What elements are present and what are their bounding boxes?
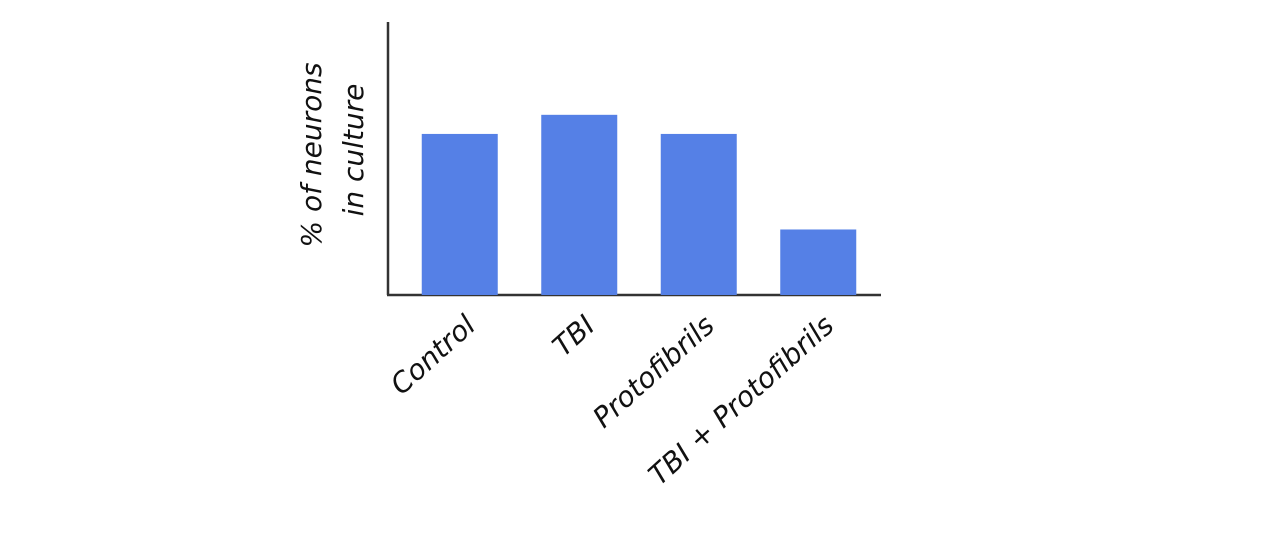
- bar: [660, 133, 737, 295]
- y-axis-label: in culture: [337, 84, 370, 217]
- bar: [541, 114, 618, 295]
- bar: [421, 133, 498, 295]
- x-tick-label: TBI: [546, 309, 601, 363]
- bar: [780, 229, 857, 295]
- y-axis-label: % of neurons: [295, 62, 328, 247]
- x-tick-label: Control: [384, 308, 482, 401]
